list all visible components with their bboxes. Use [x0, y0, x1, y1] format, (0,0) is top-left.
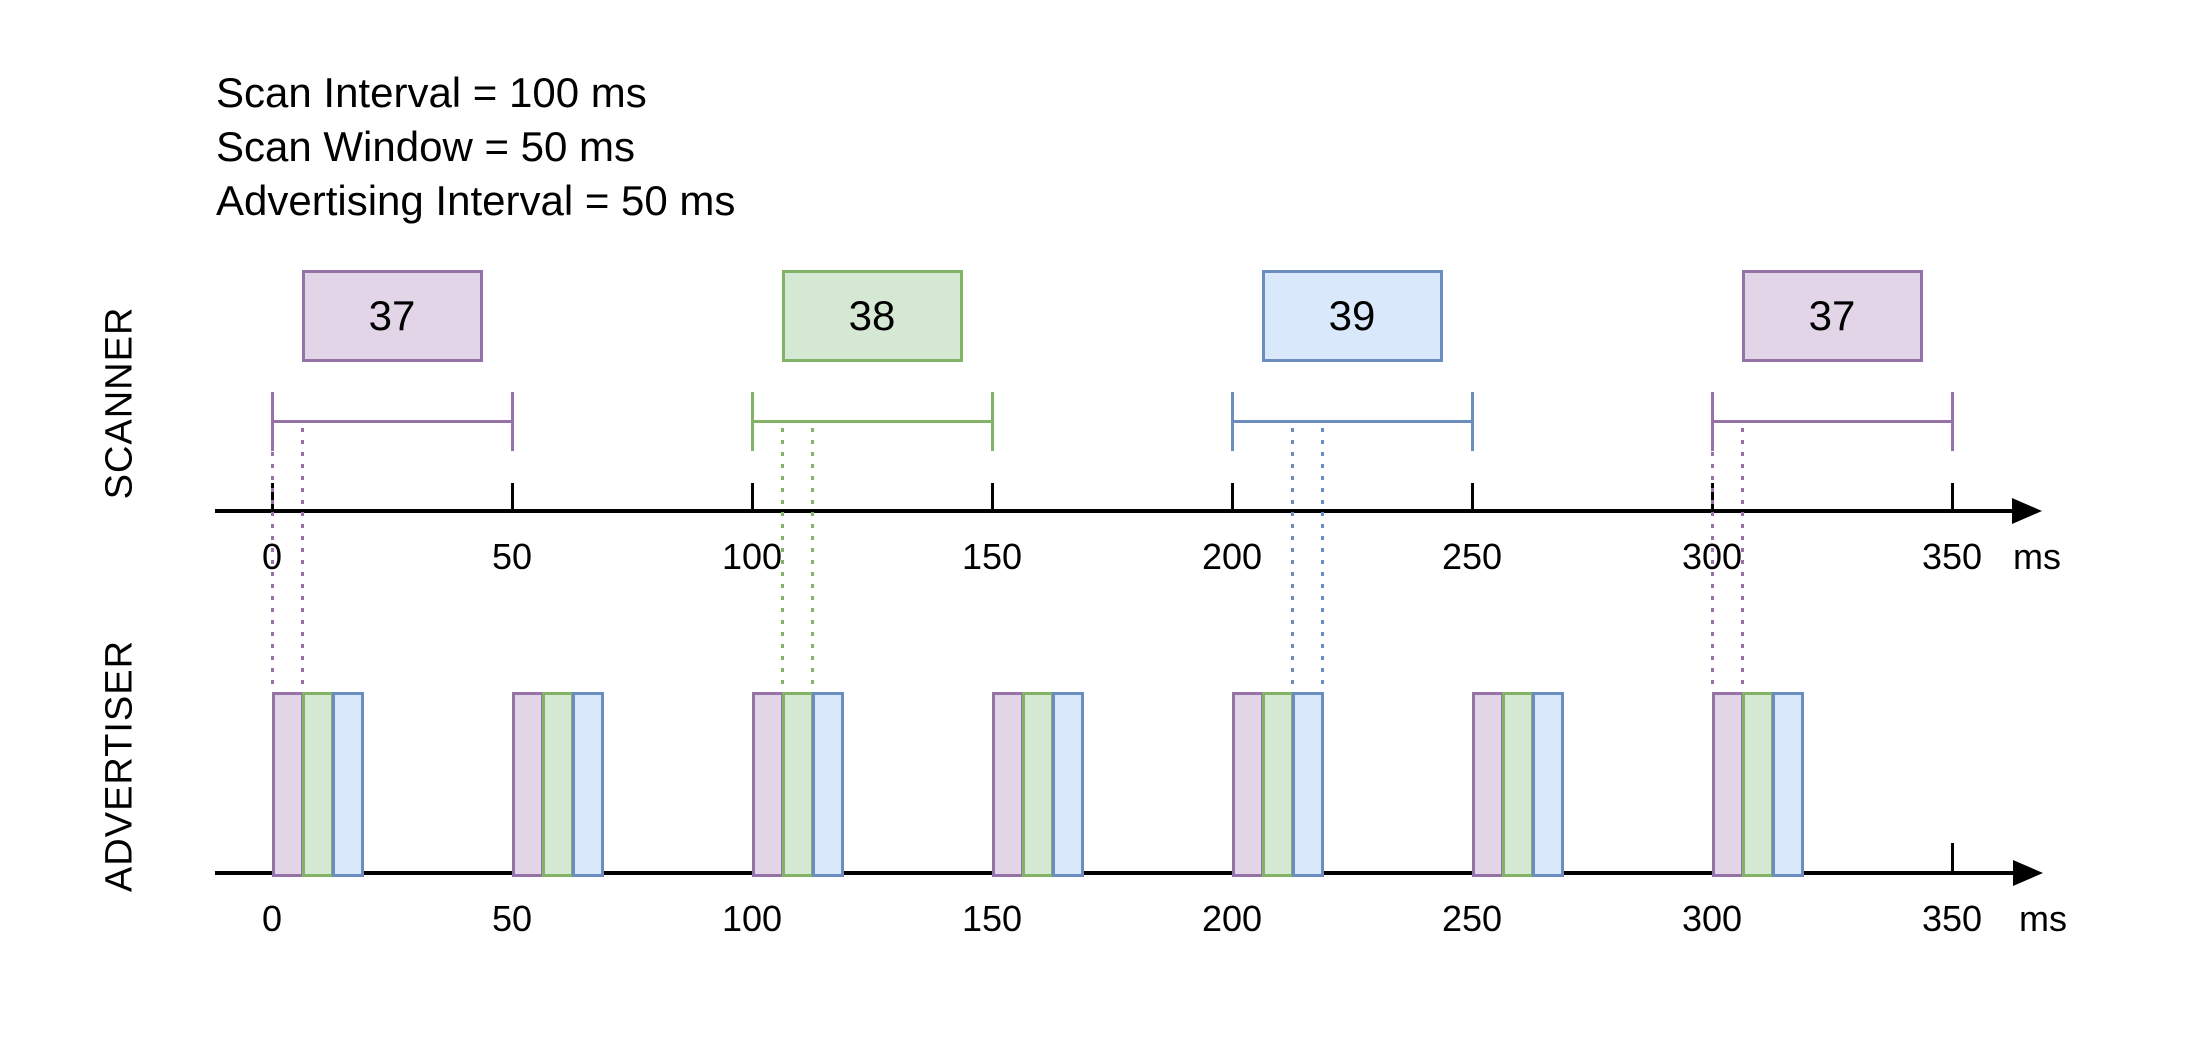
- advertiser-axis-tick-label: 300: [1681, 898, 1743, 939]
- scanner-axis-tick: [1950, 483, 1954, 513]
- sync-dotted-line: [1740, 428, 1744, 692]
- advertiser-axis-unit-label: ms: [2019, 898, 2067, 939]
- advertising-packet-ch37: [1712, 692, 1744, 877]
- scanner-axis-tick-label: 50: [491, 536, 533, 577]
- advertising-packet-ch38: [1502, 692, 1534, 877]
- advertising-packet-ch37: [272, 692, 304, 877]
- advertiser-axis-tick-label: 100: [721, 898, 783, 939]
- advertising-packet-ch39: [1772, 692, 1804, 877]
- advertiser-axis-tick-label: 200: [1201, 898, 1263, 939]
- scan-channel-box: 39: [1261, 270, 1443, 362]
- advertising-packet-ch38: [1022, 692, 1054, 877]
- sync-dotted-line: [1290, 428, 1294, 692]
- bracket-span-line: [1230, 420, 1474, 423]
- advertiser-axis-tick-label: 150: [961, 898, 1023, 939]
- advertiser-axis-tick-label: 50: [491, 898, 533, 939]
- advertising-packet-ch38: [1262, 692, 1294, 877]
- scanner-axis-tick-label: 150: [961, 536, 1023, 577]
- advertising-packet-ch37: [1232, 692, 1264, 877]
- scan-channel-box: 38: [781, 270, 963, 362]
- scanner-axis-tick-label: 250: [1441, 536, 1503, 577]
- advertising-packet-ch37: [992, 692, 1024, 877]
- advertising-interval-text: Advertising Interval = 50 ms: [216, 177, 736, 224]
- sync-dotted-line: [1710, 428, 1714, 692]
- advertising-packet-ch38: [542, 692, 574, 877]
- sync-dotted-line: [1320, 428, 1324, 692]
- advertiser-axis-tick-label: 0: [261, 898, 283, 939]
- advertising-packet-ch39: [1292, 692, 1324, 877]
- advertising-packet-ch39: [1532, 692, 1564, 877]
- sync-dotted-line: [810, 428, 814, 692]
- scanner-axis-tick-label: 200: [1201, 536, 1263, 577]
- advertising-packet-ch37: [1472, 692, 1504, 877]
- scan-channel-box: 37: [1741, 270, 1923, 362]
- scan-window-bracket: [270, 392, 514, 451]
- scanner-axis-unit-label: ms: [2013, 536, 2061, 577]
- scanner-axis-tick: [990, 483, 994, 513]
- advertiser-axis-tick: [1950, 843, 1954, 873]
- advertiser-axis-tick-label: 350: [1921, 898, 1983, 939]
- scanner-axis-tick: [1230, 483, 1234, 513]
- advertising-packet-ch39: [812, 692, 844, 877]
- advertising-packet-ch37: [512, 692, 544, 877]
- scanner-axis-tick-label: 350: [1921, 536, 1983, 577]
- scanner-axis-tick: [510, 483, 514, 513]
- advertising-packet-ch38: [782, 692, 814, 877]
- scan-window-bracket: [1230, 392, 1474, 451]
- scan-window-bracket: [750, 392, 994, 451]
- scanner-axis-tick: [750, 483, 754, 513]
- scanner-axis-line: [215, 509, 2012, 513]
- bracket-span-line: [1710, 420, 1954, 423]
- scanner-axis-arrowhead: [2012, 498, 2042, 524]
- advertiser-axis-line: [215, 871, 2013, 875]
- scan-window-bracket: [1710, 392, 1954, 451]
- sync-dotted-line: [780, 428, 784, 692]
- scanner-axis-tick: [1470, 483, 1474, 513]
- advertising-packet-ch39: [332, 692, 364, 877]
- advertising-packet-ch39: [572, 692, 604, 877]
- scan-interval-text: Scan Interval = 100 ms: [216, 69, 647, 116]
- sync-dotted-line: [300, 428, 304, 692]
- sync-dotted-line: [270, 428, 274, 692]
- scanner-axis-tick-label: 100: [721, 536, 783, 577]
- advertising-packet-ch38: [1742, 692, 1774, 877]
- advertiser-axis-tick-label: 250: [1441, 898, 1503, 939]
- advertising-packet-ch39: [1052, 692, 1084, 877]
- scan-channel-box: 37: [301, 270, 483, 362]
- scanner-row-label: SCANNER: [98, 306, 141, 500]
- advertising-packet-ch38: [302, 692, 334, 877]
- scan-window-text: Scan Window = 50 ms: [216, 123, 636, 170]
- advertising-packet-ch37: [752, 692, 784, 877]
- advertiser-row-label: ADVERTISER: [98, 639, 141, 893]
- bracket-span-line: [750, 420, 994, 423]
- bracket-span-line: [270, 420, 514, 423]
- advertiser-axis-arrowhead: [2013, 860, 2043, 886]
